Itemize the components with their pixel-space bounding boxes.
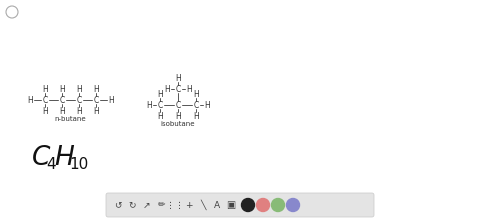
Text: ↺: ↺	[114, 200, 122, 209]
Circle shape	[256, 198, 269, 211]
Text: H: H	[108, 95, 114, 104]
Text: H: H	[157, 112, 163, 121]
Text: C: C	[32, 145, 50, 171]
Text: C: C	[193, 101, 199, 110]
Text: H: H	[193, 90, 199, 99]
Text: H: H	[193, 112, 199, 121]
Text: H: H	[157, 90, 163, 99]
Text: n-butane: n-butane	[54, 116, 86, 122]
Circle shape	[241, 198, 254, 211]
Text: H: H	[76, 106, 82, 116]
Text: H: H	[146, 101, 152, 110]
Text: C: C	[76, 95, 82, 104]
Text: ↗: ↗	[142, 200, 150, 209]
FancyBboxPatch shape	[106, 193, 374, 217]
Text: isobutane: isobutane	[161, 121, 195, 127]
Text: H: H	[42, 106, 48, 116]
Text: 10: 10	[69, 156, 88, 172]
Text: H: H	[59, 84, 65, 94]
Circle shape	[287, 198, 300, 211]
Text: C: C	[42, 95, 48, 104]
Text: +: +	[185, 200, 193, 209]
Text: H: H	[54, 145, 74, 171]
Text: A: A	[214, 200, 220, 209]
Text: H: H	[27, 95, 33, 104]
Text: H: H	[59, 106, 65, 116]
Text: H: H	[175, 73, 181, 82]
Text: H: H	[186, 84, 192, 94]
Text: 4: 4	[46, 156, 56, 172]
Text: C: C	[175, 84, 180, 94]
Text: ↻: ↻	[128, 200, 136, 209]
Text: C: C	[175, 101, 180, 110]
Text: H: H	[93, 106, 99, 116]
Text: C: C	[94, 95, 98, 104]
Text: C: C	[157, 101, 163, 110]
Text: H: H	[93, 84, 99, 94]
Text: C: C	[60, 95, 65, 104]
Text: H: H	[164, 84, 170, 94]
Circle shape	[272, 198, 285, 211]
Text: H: H	[204, 101, 210, 110]
Text: ▣: ▣	[227, 200, 236, 210]
Text: H: H	[76, 84, 82, 94]
Text: ⋮⋮: ⋮⋮	[166, 200, 184, 209]
Text: H: H	[175, 112, 181, 121]
Text: ✏: ✏	[157, 200, 165, 209]
Text: ╲: ╲	[200, 200, 206, 210]
Text: H: H	[42, 84, 48, 94]
